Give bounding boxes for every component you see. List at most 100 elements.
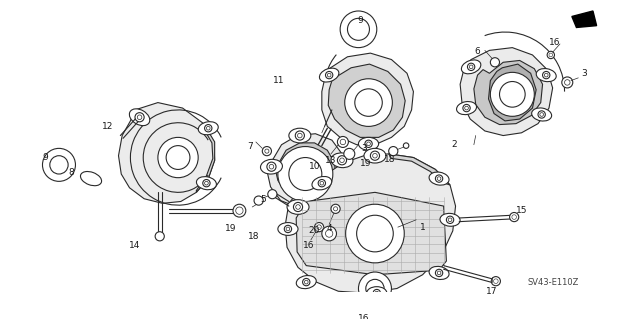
Ellipse shape bbox=[289, 128, 311, 143]
Circle shape bbox=[499, 82, 525, 107]
Circle shape bbox=[492, 277, 500, 286]
Text: 5: 5 bbox=[260, 195, 266, 204]
Ellipse shape bbox=[319, 68, 339, 82]
Circle shape bbox=[296, 205, 300, 209]
Ellipse shape bbox=[278, 223, 298, 235]
Ellipse shape bbox=[429, 266, 449, 279]
Circle shape bbox=[205, 124, 212, 132]
Text: 16: 16 bbox=[303, 241, 315, 250]
Circle shape bbox=[469, 65, 473, 69]
Text: 10: 10 bbox=[308, 162, 320, 171]
Ellipse shape bbox=[456, 101, 477, 115]
Circle shape bbox=[340, 11, 377, 48]
Circle shape bbox=[435, 269, 443, 277]
Circle shape bbox=[437, 271, 441, 275]
Circle shape bbox=[289, 158, 322, 190]
Text: 1: 1 bbox=[420, 223, 426, 232]
Text: 16: 16 bbox=[548, 38, 560, 47]
Circle shape bbox=[540, 113, 543, 116]
Polygon shape bbox=[196, 124, 214, 192]
Circle shape bbox=[373, 309, 377, 313]
Circle shape bbox=[265, 149, 269, 153]
Circle shape bbox=[465, 106, 468, 110]
Circle shape bbox=[314, 223, 324, 232]
Polygon shape bbox=[267, 134, 345, 207]
Circle shape bbox=[463, 104, 470, 112]
Circle shape bbox=[268, 189, 277, 199]
Circle shape bbox=[340, 139, 346, 145]
Text: 9: 9 bbox=[357, 16, 363, 25]
Circle shape bbox=[371, 308, 379, 315]
Circle shape bbox=[346, 204, 404, 263]
Ellipse shape bbox=[358, 137, 379, 150]
Circle shape bbox=[50, 156, 68, 174]
Circle shape bbox=[137, 115, 142, 120]
Circle shape bbox=[318, 180, 326, 187]
Circle shape bbox=[348, 18, 369, 40]
Text: 14: 14 bbox=[129, 241, 141, 250]
Circle shape bbox=[371, 149, 383, 162]
Circle shape bbox=[374, 152, 380, 159]
Circle shape bbox=[262, 146, 271, 156]
Ellipse shape bbox=[440, 213, 460, 226]
Text: 3: 3 bbox=[361, 144, 367, 153]
Circle shape bbox=[467, 63, 475, 70]
Circle shape bbox=[564, 80, 570, 85]
Text: 20: 20 bbox=[309, 226, 320, 235]
Ellipse shape bbox=[81, 172, 102, 186]
Circle shape bbox=[236, 207, 243, 214]
Circle shape bbox=[267, 162, 276, 171]
Polygon shape bbox=[328, 64, 405, 137]
Circle shape bbox=[337, 137, 348, 147]
Ellipse shape bbox=[331, 153, 353, 168]
Ellipse shape bbox=[312, 176, 332, 190]
Circle shape bbox=[375, 291, 379, 295]
Circle shape bbox=[166, 146, 190, 169]
Circle shape bbox=[509, 212, 519, 222]
Ellipse shape bbox=[461, 60, 481, 74]
Circle shape bbox=[135, 113, 144, 122]
Circle shape bbox=[205, 181, 208, 185]
Circle shape bbox=[356, 215, 393, 252]
Polygon shape bbox=[285, 154, 456, 293]
Ellipse shape bbox=[364, 148, 386, 163]
Text: FR.: FR. bbox=[577, 15, 597, 25]
Text: 18: 18 bbox=[248, 232, 260, 241]
Text: 16: 16 bbox=[358, 314, 370, 319]
Circle shape bbox=[493, 279, 498, 284]
Circle shape bbox=[317, 225, 321, 229]
Text: 18: 18 bbox=[384, 155, 396, 164]
Circle shape bbox=[233, 204, 246, 217]
Circle shape bbox=[254, 196, 263, 205]
Circle shape bbox=[446, 216, 454, 224]
Ellipse shape bbox=[429, 172, 449, 185]
Ellipse shape bbox=[536, 69, 556, 82]
Circle shape bbox=[326, 230, 333, 237]
Circle shape bbox=[269, 164, 274, 169]
Circle shape bbox=[403, 143, 409, 148]
Circle shape bbox=[326, 71, 333, 79]
Ellipse shape bbox=[287, 200, 309, 214]
Polygon shape bbox=[275, 143, 335, 200]
Circle shape bbox=[538, 111, 545, 118]
Circle shape bbox=[545, 73, 548, 77]
Text: SV43-E110Z: SV43-E110Z bbox=[528, 278, 579, 286]
Ellipse shape bbox=[196, 177, 216, 190]
Ellipse shape bbox=[532, 108, 552, 121]
Circle shape bbox=[372, 153, 377, 158]
Text: 17: 17 bbox=[486, 287, 498, 296]
Ellipse shape bbox=[260, 159, 282, 174]
Circle shape bbox=[355, 89, 382, 116]
Polygon shape bbox=[572, 11, 596, 27]
Circle shape bbox=[549, 53, 552, 57]
Circle shape bbox=[298, 133, 302, 138]
Circle shape bbox=[490, 72, 534, 116]
Polygon shape bbox=[118, 103, 214, 203]
Text: 15: 15 bbox=[516, 206, 527, 215]
Text: 7: 7 bbox=[248, 142, 253, 151]
Circle shape bbox=[366, 279, 384, 298]
Circle shape bbox=[203, 180, 210, 187]
Circle shape bbox=[448, 218, 452, 222]
Text: 11: 11 bbox=[273, 76, 285, 85]
Circle shape bbox=[373, 289, 380, 297]
